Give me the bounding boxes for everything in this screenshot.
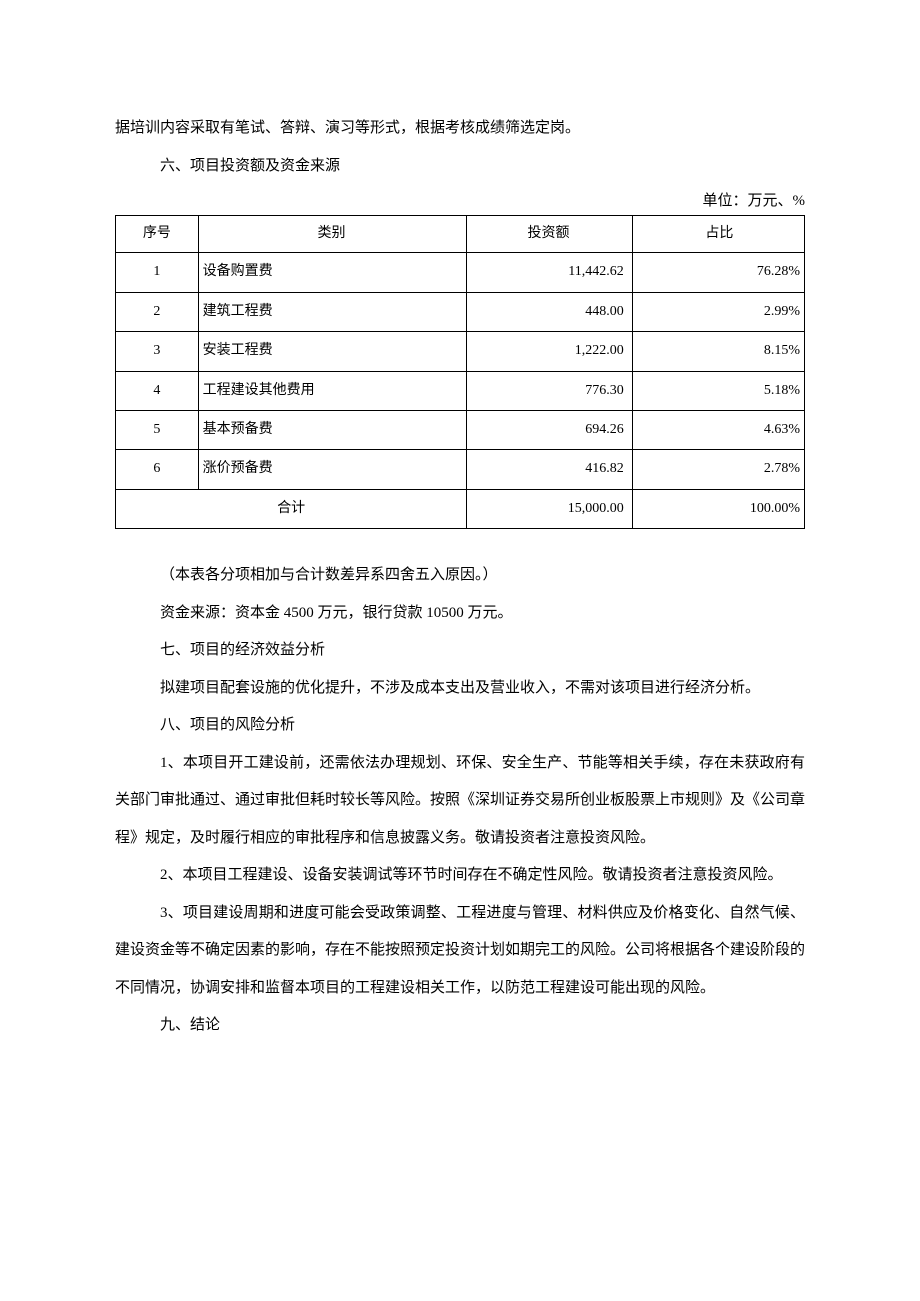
section7-title: 七、项目的经济效益分析 [115,632,805,670]
cell-percent: 76.28% [632,253,804,292]
table-row: 5 基本预备费 694.26 4.63% [116,410,805,449]
cell-amount: 1,222.00 [467,332,632,371]
header-amount: 投资额 [467,216,632,253]
funding-source: 资金来源：资本金 4500 万元，银行贷款 10500 万元。 [115,595,805,633]
table-row: 6 涨价预备费 416.82 2.78% [116,450,805,489]
section6-title: 六、项目投资额及资金来源 [115,148,805,186]
investment-table: 序号 类别 投资额 占比 1 设备购置费 11,442.62 76.28% 2 … [115,215,805,529]
table-total-row: 合计 15,000.00 100.00% [116,489,805,528]
header-seq: 序号 [116,216,199,253]
table-row: 3 安装工程费 1,222.00 8.15% [116,332,805,371]
cell-seq: 4 [116,371,199,410]
cell-amount: 448.00 [467,292,632,331]
cell-amount: 11,442.62 [467,253,632,292]
risk-1: 1、本项目开工建设前，还需依法办理规划、环保、安全生产、节能等相关手续，存在未获… [115,745,805,858]
rounding-note: （本表各分项相加与合计数差异系四舍五入原因。） [115,557,805,595]
risk-2: 2、本项目工程建设、设备安装调试等环节时间存在不确定性风险。敬请投资者注意投资风… [115,857,805,895]
cell-seq: 6 [116,450,199,489]
section7-body: 拟建项目配套设施的优化提升，不涉及成本支出及营业收入，不需对该项目进行经济分析。 [115,670,805,708]
intro-line: 据培训内容采取有笔试、答辩、演习等形式，根据考核成绩筛选定岗。 [115,110,805,148]
cell-seq: 2 [116,292,199,331]
section9-title: 九、结论 [115,1007,805,1045]
table-header-row: 序号 类别 投资额 占比 [116,216,805,253]
total-percent: 100.00% [632,489,804,528]
cell-percent: 2.99% [632,292,804,331]
total-amount: 15,000.00 [467,489,632,528]
cell-seq: 3 [116,332,199,371]
cell-percent: 4.63% [632,410,804,449]
header-percent: 占比 [632,216,804,253]
cell-amount: 694.26 [467,410,632,449]
cell-category: 工程建设其他费用 [198,371,467,410]
cell-seq: 5 [116,410,199,449]
cell-amount: 776.30 [467,371,632,410]
section8-title: 八、项目的风险分析 [115,707,805,745]
cell-percent: 5.18% [632,371,804,410]
cell-percent: 2.78% [632,450,804,489]
unit-note: 单位：万元、% [115,189,805,213]
cell-category: 涨价预备费 [198,450,467,489]
table-row: 2 建筑工程费 448.00 2.99% [116,292,805,331]
risk-3: 3、项目建设周期和进度可能会受政策调整、工程进度与管理、材料供应及价格变化、自然… [115,895,805,1008]
cell-seq: 1 [116,253,199,292]
cell-category: 建筑工程费 [198,292,467,331]
cell-category: 设备购置费 [198,253,467,292]
total-label: 合计 [116,489,467,528]
table-row: 1 设备购置费 11,442.62 76.28% [116,253,805,292]
cell-amount: 416.82 [467,450,632,489]
table-row: 4 工程建设其他费用 776.30 5.18% [116,371,805,410]
cell-category: 基本预备费 [198,410,467,449]
cell-percent: 8.15% [632,332,804,371]
header-category: 类别 [198,216,467,253]
cell-category: 安装工程费 [198,332,467,371]
